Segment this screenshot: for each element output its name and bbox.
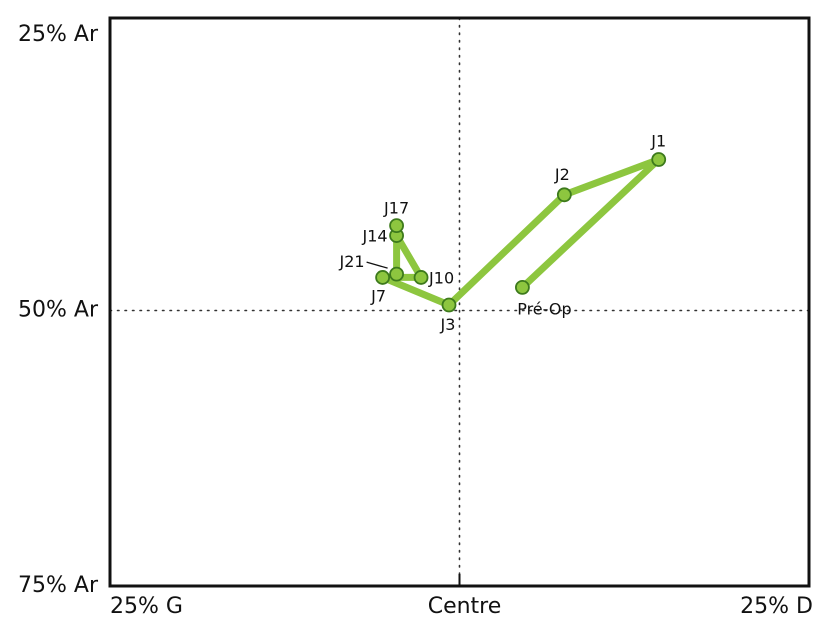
point-label: J1 xyxy=(650,132,666,151)
point-label: Pré-Op xyxy=(517,299,571,318)
point-label: J10 xyxy=(428,268,454,287)
data-point-j21 xyxy=(389,266,404,282)
point-label: J7 xyxy=(370,286,386,305)
x-tick-label: 25% D xyxy=(740,594,813,618)
point-label: J21 xyxy=(339,252,365,271)
point-label: J14 xyxy=(362,227,388,246)
y-tick-label: 75% Ar xyxy=(18,573,99,598)
data-point-j3 xyxy=(441,297,457,313)
plot-frame xyxy=(108,16,811,588)
x-tick-label: Centre xyxy=(428,594,502,618)
data-point-pr-op xyxy=(515,279,530,295)
point-label: J17 xyxy=(383,199,409,218)
y-tick-label: 50% Ar xyxy=(18,298,99,323)
j21-leader-line xyxy=(366,261,388,269)
x-tick-label: 25% G xyxy=(110,594,183,618)
data-point-j7 xyxy=(375,270,391,285)
y-tick-label: 25% Ar xyxy=(18,22,99,47)
data-point-j17 xyxy=(389,218,404,234)
data-point-j10 xyxy=(413,270,429,285)
data-point-j2 xyxy=(556,187,572,203)
data-point-j1 xyxy=(651,152,667,167)
point-label: J2 xyxy=(554,165,570,184)
point-label: J3 xyxy=(440,315,456,334)
